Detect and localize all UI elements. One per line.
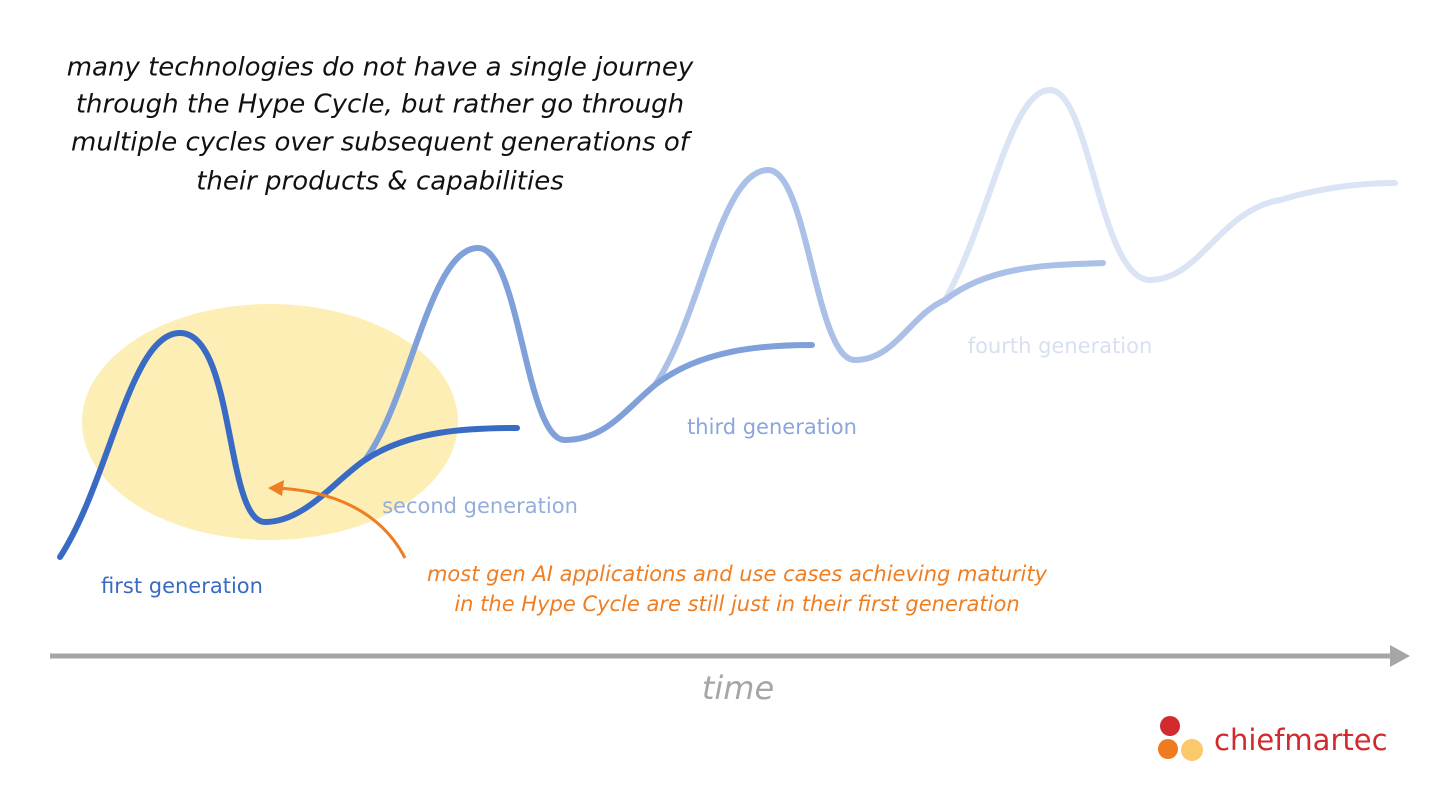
generation-label: second generation	[382, 494, 578, 518]
highlight-ellipse	[82, 304, 458, 540]
first-generation-curve	[57, 329, 520, 560]
title-line: multiple cycles over subsequent generati…	[71, 128, 693, 158]
second-generation-curve	[362, 244, 815, 463]
title-line: through the Hype Cycle, but rather go th…	[76, 90, 684, 120]
logo-dot	[1181, 739, 1203, 761]
generation-label: first generation	[101, 574, 263, 598]
time-axis-arrow	[1390, 645, 1410, 667]
title-line: many technologies do not have a single j…	[67, 53, 694, 83]
annotation-arrow	[274, 486, 407, 559]
annotation-line: in the Hype Cycle are still just in thei…	[454, 592, 1019, 616]
axis-label: time	[702, 669, 774, 707]
generation-label: third generation	[687, 415, 857, 439]
third-generation-curve	[652, 166, 1106, 388]
generation-label: fourth generation	[968, 334, 1153, 358]
logo-dot	[1160, 716, 1180, 736]
logo-dot	[1158, 739, 1178, 759]
logo: chiefmartec	[1158, 716, 1388, 761]
annotation-line: most gen AI applications and use cases a…	[427, 562, 1048, 586]
arrow-head	[268, 480, 284, 496]
logo-text: chiefmartec	[1214, 723, 1388, 757]
fourth-generation-curve	[942, 86, 1398, 303]
title-line: their products & capabilities	[196, 167, 564, 197]
